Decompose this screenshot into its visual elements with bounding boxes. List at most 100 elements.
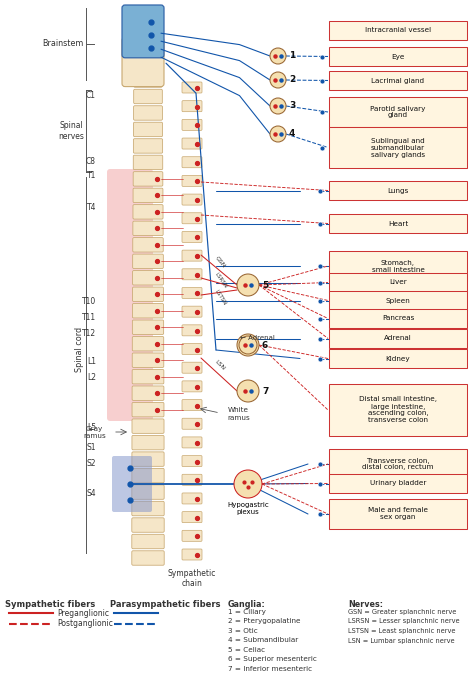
FancyBboxPatch shape [182,194,202,205]
Text: 6 = Superior mesenteric: 6 = Superior mesenteric [228,656,317,663]
Text: S2: S2 [86,458,96,468]
FancyBboxPatch shape [132,469,164,483]
Text: T10: T10 [82,297,96,306]
FancyBboxPatch shape [182,493,202,504]
Text: Spleen: Spleen [386,297,410,303]
Text: L5: L5 [87,424,96,433]
Text: T12: T12 [82,330,96,338]
FancyBboxPatch shape [182,512,202,523]
FancyBboxPatch shape [329,21,467,40]
Text: ← Adrenal: ← Adrenal [240,336,275,341]
FancyBboxPatch shape [132,452,164,466]
FancyBboxPatch shape [329,449,467,479]
FancyBboxPatch shape [182,343,202,354]
FancyBboxPatch shape [133,204,163,219]
Circle shape [270,48,286,64]
FancyBboxPatch shape [133,254,164,268]
FancyBboxPatch shape [182,231,202,242]
FancyBboxPatch shape [182,100,202,111]
Text: Distal small intestine,
large intestine,
ascending colon,
transverse colon: Distal small intestine, large intestine,… [359,396,437,424]
FancyBboxPatch shape [132,320,164,334]
FancyBboxPatch shape [133,188,163,202]
Text: 5: 5 [262,281,268,290]
Text: 2 = Pterygopalatine: 2 = Pterygopalatine [228,619,301,625]
Text: LSRSN: LSRSN [214,272,228,289]
Text: Liver: Liver [389,279,407,286]
Text: Urinary bladder: Urinary bladder [370,480,426,486]
Text: T1: T1 [87,171,96,180]
FancyBboxPatch shape [134,73,162,87]
Text: 5 = Celiac: 5 = Celiac [228,647,265,653]
Text: 3 = Otic: 3 = Otic [228,628,258,634]
FancyBboxPatch shape [134,89,162,104]
FancyBboxPatch shape [182,213,202,224]
Circle shape [239,336,257,354]
FancyBboxPatch shape [107,169,153,421]
Text: Adrenal: Adrenal [384,336,412,341]
FancyBboxPatch shape [329,251,467,281]
Circle shape [270,98,286,114]
Text: White
ramus: White ramus [227,407,250,420]
FancyBboxPatch shape [329,97,467,127]
FancyBboxPatch shape [122,5,164,58]
FancyBboxPatch shape [182,474,202,485]
Text: 4 = Submandibular: 4 = Submandibular [228,638,298,643]
Text: Spinal cord: Spinal cord [75,326,84,372]
Text: LSRSN = Lesser splanchnic nerve: LSRSN = Lesser splanchnic nerve [348,619,460,625]
FancyBboxPatch shape [182,437,202,448]
FancyBboxPatch shape [182,381,202,392]
Text: S1: S1 [86,444,96,453]
Text: Pancreas: Pancreas [382,316,414,321]
Text: 4: 4 [289,129,295,138]
FancyBboxPatch shape [329,309,467,328]
Text: 1: 1 [289,52,295,61]
Text: Transverse colon,
distal colon, rectum: Transverse colon, distal colon, rectum [362,458,434,471]
Text: Postganglionic: Postganglionic [57,619,113,629]
Text: Lacrimal gland: Lacrimal gland [372,78,425,83]
FancyBboxPatch shape [182,82,202,93]
FancyBboxPatch shape [132,502,164,516]
Text: C1: C1 [86,91,96,100]
Circle shape [237,274,259,296]
Text: T4: T4 [86,204,96,213]
Text: GSN: GSN [214,255,227,269]
Text: Intracranial vessel: Intracranial vessel [365,28,431,34]
Text: Kidney: Kidney [386,356,410,361]
Text: Ganglia:: Ganglia: [228,600,266,609]
Text: Sublingual and
submandibular
salivary glands: Sublingual and submandibular salivary gl… [371,138,425,158]
FancyBboxPatch shape [132,436,164,450]
FancyBboxPatch shape [182,269,202,280]
Text: Nerves:: Nerves: [348,600,383,609]
Text: Spinal
nerves: Spinal nerves [58,121,84,141]
FancyBboxPatch shape [132,402,164,417]
Circle shape [270,72,286,88]
Text: 7 = Inferior mesenteric: 7 = Inferior mesenteric [228,666,312,672]
FancyBboxPatch shape [182,138,202,149]
Text: 7: 7 [262,387,268,396]
Text: Lungs: Lungs [387,188,409,193]
FancyBboxPatch shape [134,106,163,120]
Text: 3: 3 [289,102,295,111]
Text: 2: 2 [289,76,295,85]
FancyBboxPatch shape [132,386,164,400]
FancyBboxPatch shape [329,291,467,310]
Circle shape [237,380,259,402]
FancyBboxPatch shape [182,530,202,541]
FancyBboxPatch shape [133,237,163,252]
FancyBboxPatch shape [182,362,202,373]
Text: T11: T11 [82,314,96,323]
FancyBboxPatch shape [182,157,202,168]
Text: LSN = Lumbar splanchnic nerve: LSN = Lumbar splanchnic nerve [348,638,455,643]
FancyBboxPatch shape [133,172,163,186]
Text: L2: L2 [87,374,96,383]
FancyBboxPatch shape [182,455,202,466]
Circle shape [234,470,262,498]
FancyBboxPatch shape [329,329,467,348]
FancyBboxPatch shape [133,221,163,235]
FancyBboxPatch shape [329,474,467,493]
FancyBboxPatch shape [133,155,163,170]
Text: LSN: LSN [214,359,226,371]
FancyBboxPatch shape [132,353,164,367]
FancyBboxPatch shape [182,288,202,299]
Text: Preganglionic: Preganglionic [57,608,109,618]
